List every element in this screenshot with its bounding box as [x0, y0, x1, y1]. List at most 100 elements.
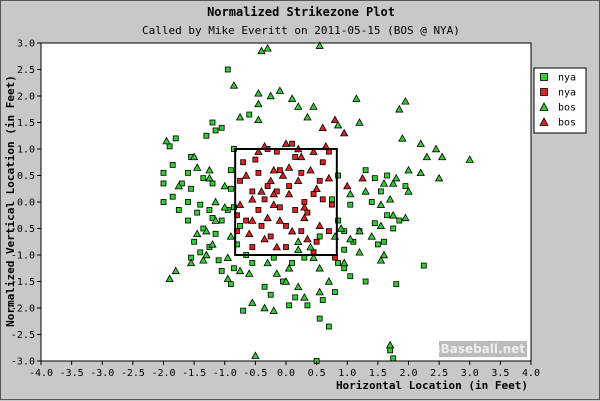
data-point-nya-square	[212, 127, 219, 134]
data-point-nya-square	[267, 233, 274, 240]
data-point-bos-triangle	[248, 216, 257, 224]
data-point-nya-square	[243, 217, 250, 224]
data-point-nya-square	[381, 238, 387, 245]
data-point-nya-square	[316, 315, 323, 322]
data-point-bos-triangle	[220, 202, 229, 211]
data-point-bos-triangle	[245, 269, 254, 277]
data-point-nya-square	[185, 217, 191, 224]
data-point-bos-triangle	[248, 195, 257, 203]
y-tick-label: 1.5	[17, 118, 35, 129]
strike-zone-box	[234, 148, 338, 256]
data-point-nya-square	[319, 159, 326, 166]
data-point-bos-triangle	[266, 176, 275, 185]
data-point-nya-square	[267, 291, 274, 298]
data-point-bos-triangle	[275, 86, 285, 94]
data-point-bos-triangle	[294, 102, 303, 110]
data-point-bos-triangle	[254, 99, 263, 108]
data-point-nya-square	[325, 323, 332, 330]
data-point-bos-triangle	[202, 250, 211, 259]
data-point-bos-triangle	[300, 213, 309, 222]
x-tick-label: 3.0	[461, 368, 479, 379]
data-point-bos-triangle	[189, 152, 199, 161]
data-point-nya-square	[206, 207, 213, 213]
x-tick-label: -0.5	[243, 368, 267, 379]
data-point-bos-triangle	[376, 200, 386, 208]
data-point-bos-triangle	[465, 155, 474, 163]
data-point-nya-square	[316, 177, 323, 184]
y-tick-label: -2.5	[11, 330, 35, 341]
data-point-nya-square	[231, 265, 237, 272]
data-point-nya-square	[335, 172, 341, 179]
data-point-nya-square	[347, 201, 354, 208]
y-tick-label: -1.0	[11, 251, 35, 262]
data-point-bos-triangle	[186, 258, 196, 267]
y-tick-label: -2.0	[11, 304, 35, 315]
data-point-nya-square	[292, 294, 299, 301]
y-tick-label: -3.0	[11, 357, 35, 368]
data-point-bos-triangle	[392, 173, 401, 182]
data-point-nya-square	[160, 180, 167, 187]
data-point-nya-square	[310, 191, 317, 197]
data-point-bos-triangle	[306, 242, 315, 251]
data-point-nya-square	[341, 265, 348, 272]
x-tick-label: 1.5	[369, 368, 387, 379]
data-point-bos-triangle	[404, 165, 413, 174]
data-point-nya-square	[347, 273, 354, 280]
data-point-bos-triangle	[315, 221, 324, 230]
data-point-bos-triangle	[315, 263, 324, 272]
data-point-bos-triangle	[287, 226, 297, 235]
data-point-nya-square	[298, 228, 305, 235]
data-point-nya-square	[402, 183, 409, 190]
data-point-bos-triangle	[379, 250, 389, 259]
x-tick-label: 0.0	[277, 368, 295, 379]
data-point-bos-triangle	[275, 216, 285, 224]
data-point-bos-triangle	[416, 168, 425, 177]
x-tick-label: 0.5	[308, 368, 326, 379]
y-axis-label: Normalized Vertical Location (in Feet)	[4, 75, 17, 327]
data-point-nya-square	[384, 212, 390, 219]
x-axis-label: Horizontal Location (in Feet)	[336, 379, 528, 392]
data-point-bos-triangle	[269, 189, 278, 198]
data-point-bos-triangle	[272, 269, 281, 277]
data-point-nya-square	[209, 180, 216, 187]
data-point-nya-square	[227, 281, 234, 288]
data-point-bos-triangle	[223, 253, 232, 261]
data-point-nya-square	[329, 201, 335, 208]
data-point-nya-square	[249, 188, 256, 195]
data-point-bos-triangle	[355, 118, 364, 126]
data-point-nya-square	[261, 196, 268, 203]
data-point-nya-square	[286, 183, 292, 190]
data-point-bos-triangle	[294, 245, 303, 253]
x-tick-label: 2.5	[430, 368, 448, 379]
data-point-bos-triangle	[171, 266, 180, 275]
data-point-bos-triangle	[251, 351, 260, 359]
data-point-nya-square	[194, 209, 201, 216]
data-point-nya-square	[218, 267, 225, 274]
data-point-nya-square	[227, 185, 234, 192]
data-point-nya-square	[362, 278, 369, 285]
data-point-bos-triangle	[324, 173, 334, 182]
data-point-bos-triangle	[385, 340, 395, 349]
data-point-bos-triangle	[281, 139, 291, 147]
legend-label-nya: nya	[558, 73, 576, 84]
data-point-bos-triangle	[269, 165, 278, 174]
legend-label-bos: bos	[558, 118, 576, 129]
data-point-bos-triangle	[315, 287, 324, 296]
data-point-bos-triangle	[352, 94, 361, 102]
data-point-bos-triangle	[284, 263, 294, 272]
watermark-bg	[439, 341, 527, 357]
data-point-bos-triangle	[346, 234, 355, 243]
data-point-nya-square	[249, 244, 256, 250]
data-point-nya-square	[203, 132, 210, 139]
data-point-nya-square	[378, 188, 384, 195]
data-point-bos-triangle	[318, 123, 327, 132]
y-tick-label: 1.0	[17, 145, 35, 156]
x-tick-label: 4.0	[522, 368, 540, 379]
data-point-bos-triangle	[434, 173, 444, 182]
data-point-nya-square	[316, 233, 323, 240]
data-point-bos-triangle	[211, 197, 220, 206]
data-point-bos-triangle	[254, 89, 263, 97]
data-point-bos-triangle	[401, 96, 410, 105]
data-point-bos-triangle	[235, 200, 245, 208]
data-point-bos-triangle	[257, 46, 266, 55]
